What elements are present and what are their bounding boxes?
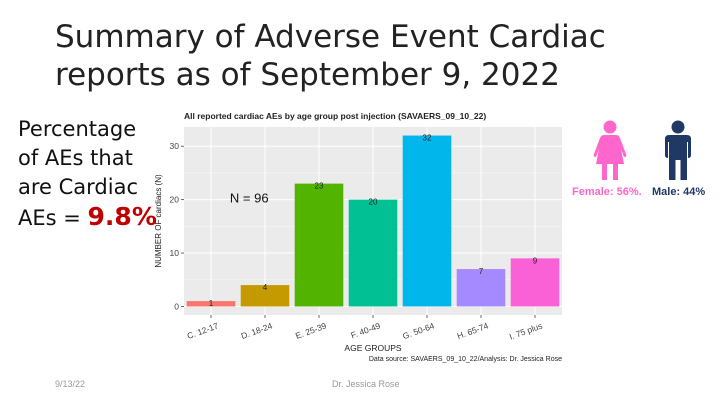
- percentage-label-line: AEs = 9.8%: [18, 202, 158, 233]
- x-axis-label: AGE GROUPS: [344, 343, 401, 353]
- bar-g-50-64: [402, 135, 452, 307]
- bar-chart-svg: All reported cardiac AEs by age group po…: [154, 111, 562, 363]
- bar-i-75-plus: [510, 258, 560, 307]
- bar-value-labels: 1 4 23 20 32 7 9: [209, 134, 538, 309]
- bar-d-18-24: [240, 285, 290, 307]
- bar-e-25-39: [294, 183, 344, 307]
- bar-value-label: 7: [479, 267, 484, 276]
- bar-f-40-49: [348, 199, 398, 307]
- footer-author: Dr. Jessica Rose: [332, 379, 400, 389]
- x-tick-label: I. 75 plus: [508, 320, 544, 341]
- bar-value-label: 4: [263, 283, 268, 292]
- bar-value-label: 23: [315, 182, 324, 191]
- x-tick-label: G. 50-64: [401, 320, 436, 341]
- female-person-icon: [593, 120, 627, 180]
- x-tick-label: D. 18-24: [240, 320, 274, 341]
- bar-value-label: 20: [369, 198, 378, 207]
- bar-c-12-17: [186, 301, 236, 307]
- bar-value-label: 9: [533, 256, 538, 265]
- x-tick-label: F. 40-49: [349, 320, 382, 340]
- percentage-label-prefix: AEs =: [18, 206, 88, 230]
- male-person-icon: [665, 120, 691, 180]
- x-tick-label: E. 25-39: [294, 320, 328, 340]
- y-tick-label: 10: [170, 248, 180, 258]
- bars: [186, 135, 560, 307]
- percentage-label-line: are Cardiac: [18, 175, 139, 199]
- bar-value-label: 1: [209, 299, 214, 308]
- chart-annotation: N = 96: [230, 190, 269, 205]
- footer-date: 9/13/22: [55, 379, 86, 389]
- y-axis-label: NUMBER OF cardiacs (N): [154, 174, 163, 268]
- male-percentage: Male: 44%: [652, 186, 706, 198]
- bar-h-65-74: [456, 269, 506, 307]
- chart-title: All reported cardiac AEs by age group po…: [184, 111, 486, 121]
- bar-value-label: 32: [423, 134, 432, 143]
- y-tick-label: 20: [170, 195, 180, 205]
- y-tick-label: 30: [170, 141, 180, 151]
- data-source-note: Data source: SAVAERS_09_10_22/Analysis: …: [369, 356, 562, 363]
- percentage-label-line: of AEs that: [18, 146, 133, 170]
- percentage-value: 9.8%: [87, 202, 157, 231]
- y-tick-label: 0: [174, 301, 179, 311]
- x-tick-label: C. 12-17: [186, 320, 220, 341]
- percentage-summary: Percentage of AEs that are Cardiac AEs =…: [18, 115, 158, 233]
- gender-breakdown: Female: 56%. Male: 44%: [568, 120, 718, 210]
- slide-title: Summary of Adverse Event Cardiac reports…: [55, 19, 606, 93]
- female-percentage: Female: 56%.: [572, 186, 642, 198]
- x-tick-label: H. 65-74: [456, 320, 490, 341]
- bar-chart: All reported cardiac AEs by age group po…: [148, 105, 570, 367]
- percentage-label-line: Percentage: [18, 117, 137, 141]
